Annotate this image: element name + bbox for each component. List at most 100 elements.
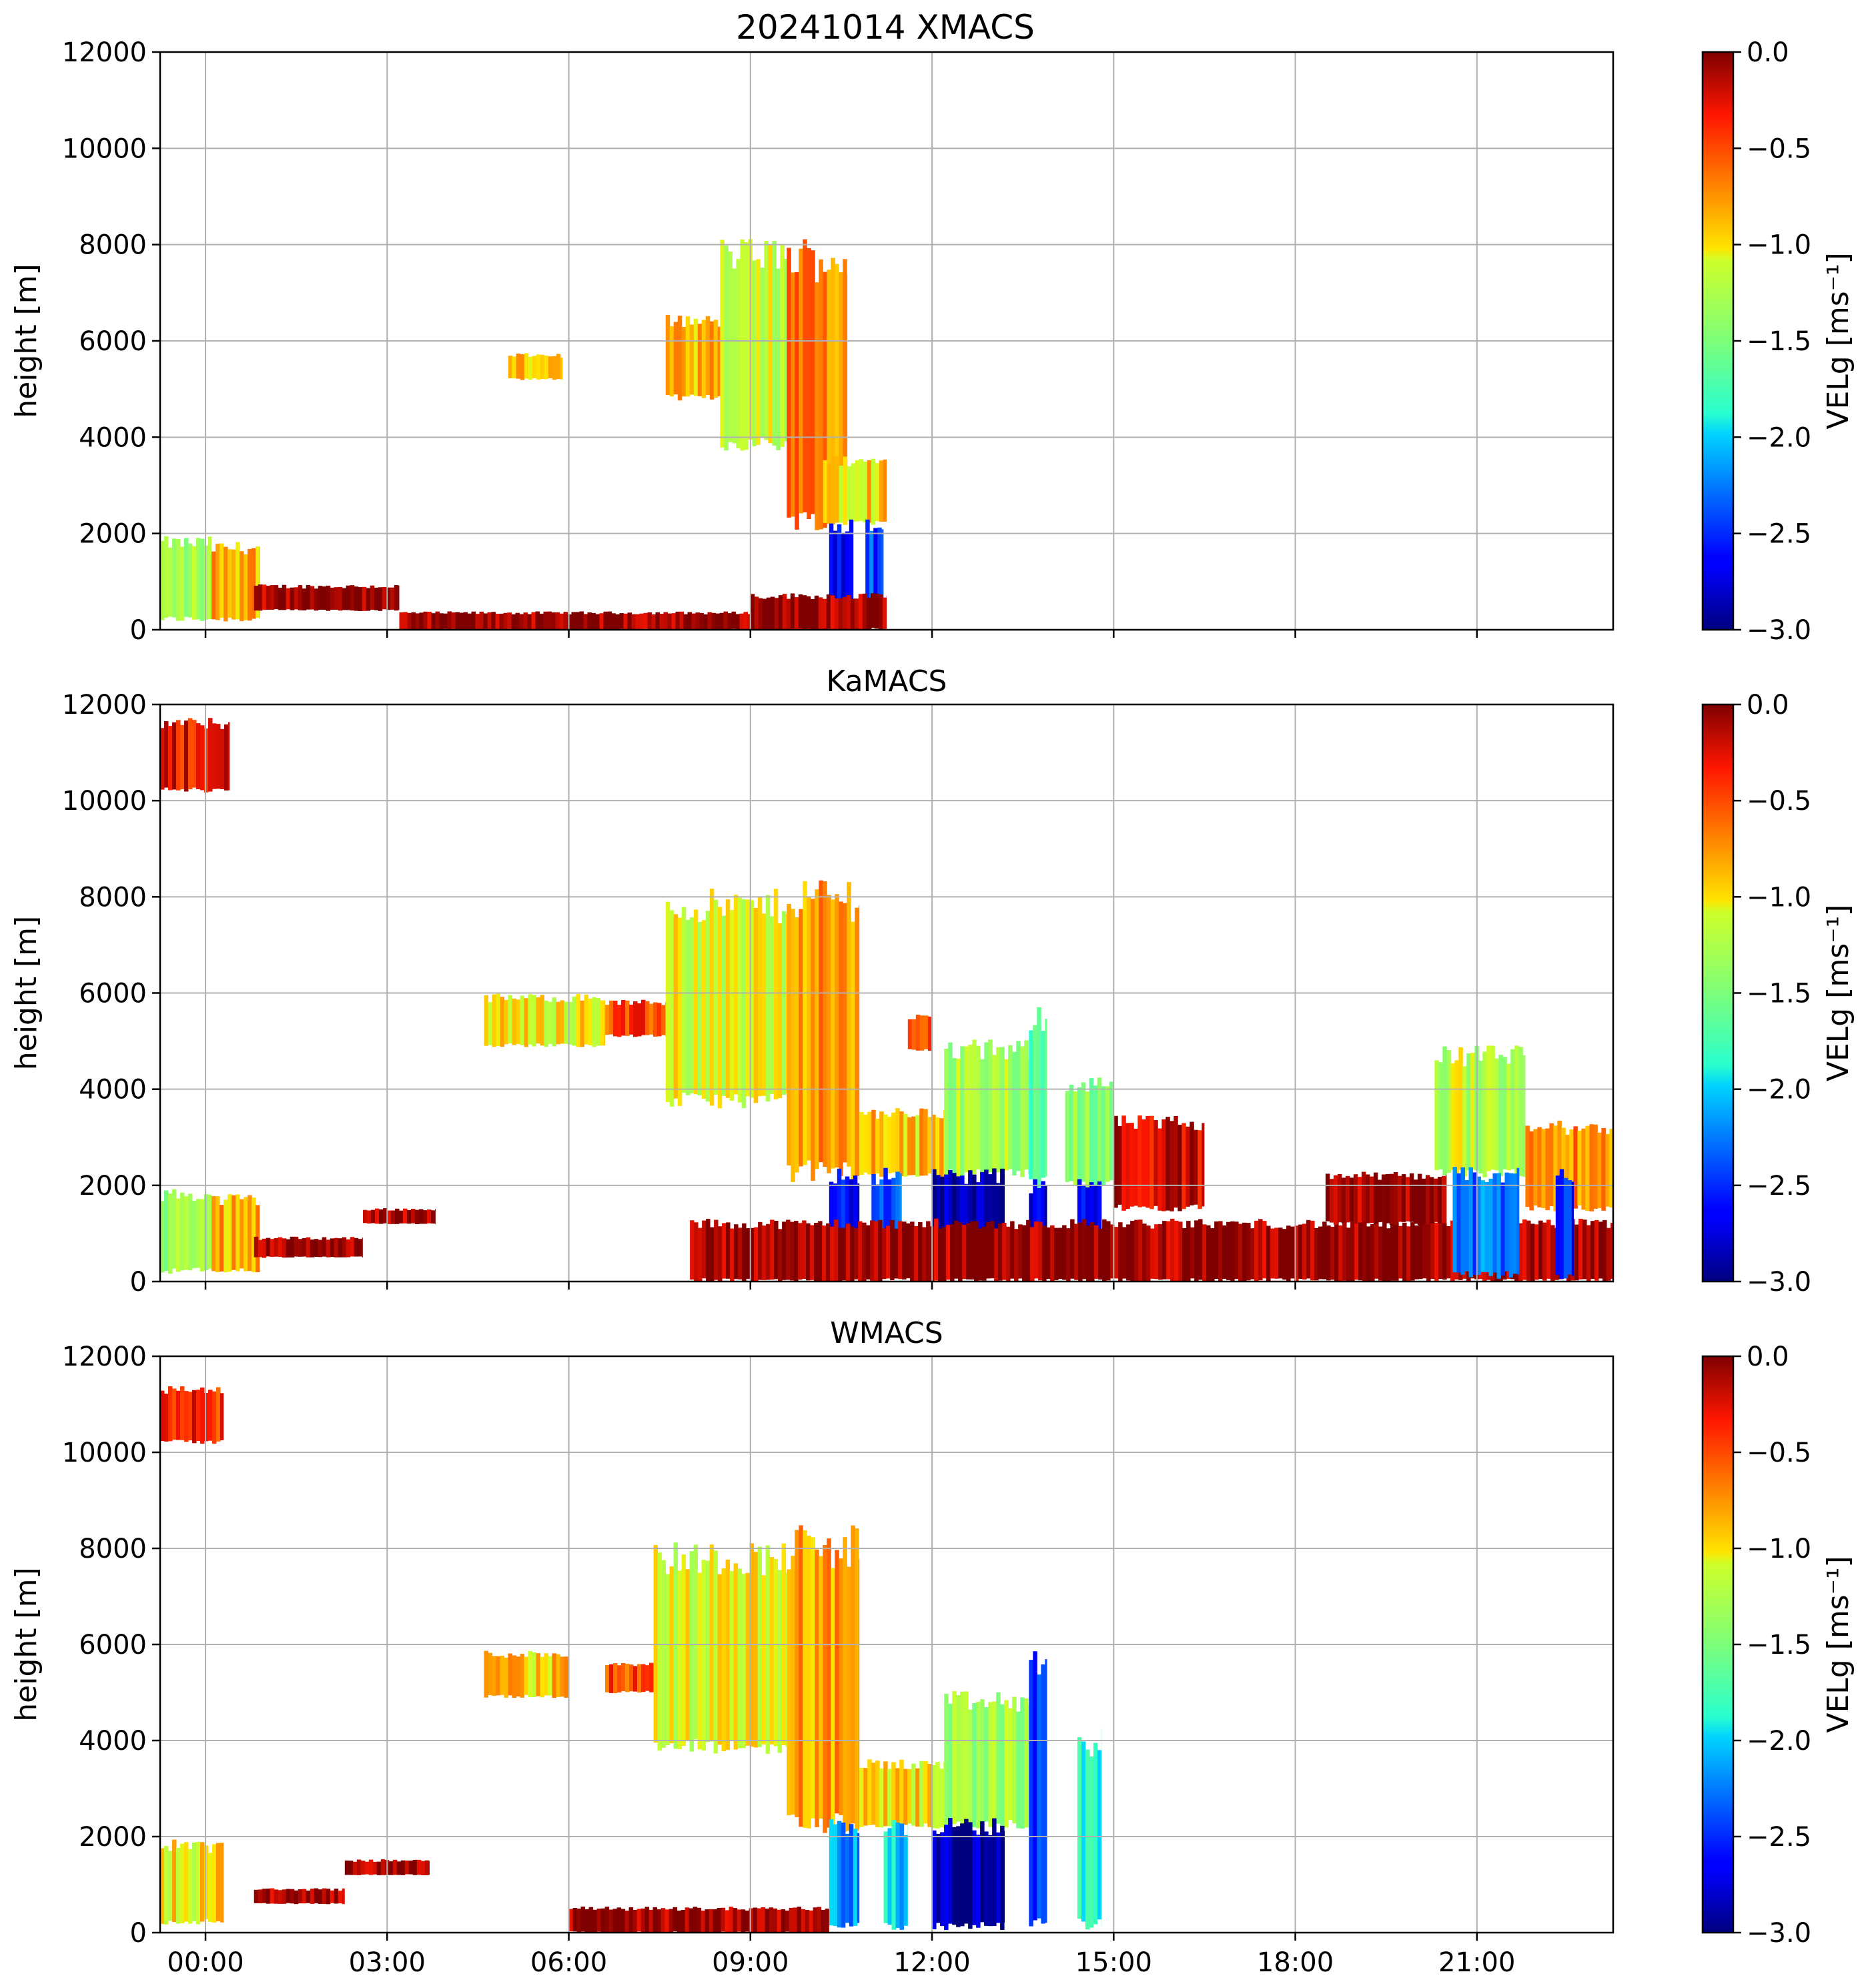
- echo-column: [723, 611, 728, 630]
- echo-column: [274, 1889, 279, 1904]
- y-tick-label: 0: [130, 615, 147, 646]
- echo-column: [168, 726, 173, 791]
- colorbar-tick-label: −2.0: [1747, 422, 1811, 453]
- y-tick-label: 10000: [62, 786, 147, 817]
- echo-column: [899, 1823, 904, 1930]
- echo-column: [992, 1701, 997, 1821]
- echo-region: [865, 519, 884, 627]
- echo-region: [484, 993, 605, 1047]
- echo-column: [713, 899, 719, 1095]
- echo-column: [484, 1650, 488, 1698]
- colorbar-gradient: [1701, 1355, 1735, 1934]
- echo-column: [829, 1819, 834, 1926]
- echo-column: [790, 1221, 795, 1281]
- echo-region: [484, 1650, 569, 1698]
- echo-column: [720, 239, 725, 448]
- echo-column: [1046, 1227, 1051, 1280]
- echo-column: [696, 1907, 702, 1933]
- echo-column: [715, 613, 720, 630]
- echo-column: [1102, 1219, 1107, 1282]
- echo-column: [1174, 1220, 1179, 1282]
- echo-column: [1434, 1222, 1439, 1281]
- echo-column: [240, 1199, 244, 1269]
- echo-column: [1482, 1051, 1487, 1177]
- echo-column: [580, 1906, 586, 1932]
- echo-column: [830, 595, 835, 630]
- echo-column: [827, 464, 832, 524]
- echo-column: [1390, 1220, 1395, 1281]
- echo-column: [488, 1002, 492, 1045]
- echo-column: [298, 1889, 303, 1904]
- y-axis-label: height [m]: [9, 264, 43, 418]
- echo-column: [415, 613, 420, 630]
- echo-column: [911, 1116, 916, 1175]
- echo-column: [1029, 1030, 1033, 1179]
- echo-column: [794, 597, 799, 630]
- echo-column: [635, 614, 640, 630]
- echo-column: [160, 1201, 165, 1273]
- echo-column: [231, 549, 236, 620]
- echo-column: [891, 1820, 896, 1930]
- y-tick-label: 2000: [79, 1171, 147, 1201]
- echo-column: [760, 268, 765, 438]
- echo-column: [851, 1525, 855, 1824]
- colorbar-tick-label: −1.5: [1747, 979, 1811, 1009]
- echo-column: [215, 1196, 220, 1272]
- echo-column: [903, 1769, 908, 1825]
- echo-column: [254, 586, 259, 611]
- echo-column: [1154, 1224, 1159, 1280]
- echo-column: [640, 1908, 646, 1933]
- echo-column: [419, 1209, 424, 1224]
- echo-column: [1382, 1219, 1387, 1282]
- echo-column: [649, 1003, 654, 1035]
- echo-column: [1389, 1173, 1394, 1225]
- echo-column: [721, 915, 727, 1096]
- echo-column: [1533, 1129, 1538, 1205]
- echo-column: [395, 1208, 400, 1224]
- echo-column: [396, 1861, 402, 1875]
- echo-column: [730, 1228, 735, 1282]
- echo-column: [819, 880, 823, 1163]
- echo-column: [322, 1237, 327, 1257]
- echo-column: [799, 1525, 803, 1827]
- echo-region: [160, 718, 230, 793]
- echo-column: [1000, 1704, 1005, 1828]
- echo-column: [322, 1888, 327, 1904]
- echo-column: [761, 1907, 766, 1933]
- echo-column: [1609, 1129, 1613, 1208]
- echo-column: [443, 613, 448, 629]
- echo-column: [1354, 1222, 1359, 1280]
- echo-column: [927, 1016, 933, 1051]
- colorbar-tick-label: 0.0: [1747, 690, 1789, 720]
- echo-column: [878, 594, 883, 630]
- echo-column: [745, 899, 751, 1097]
- echo-column: [524, 1656, 528, 1695]
- echo-column: [512, 998, 516, 1045]
- echo-column: [1545, 1128, 1550, 1211]
- echo-column: [607, 611, 612, 630]
- echo-column: [1194, 1220, 1199, 1282]
- echo-column: [849, 519, 854, 621]
- echo-column: [689, 1551, 694, 1752]
- echo-column: [814, 595, 819, 630]
- echo-column: [633, 1001, 638, 1037]
- echo-column: [1157, 1128, 1162, 1211]
- echo-column: [1085, 1749, 1090, 1930]
- echo-column: [200, 538, 205, 621]
- echo-column: [192, 720, 197, 788]
- echo-column: [1033, 1025, 1037, 1187]
- echo-column: [942, 1227, 947, 1282]
- echo-column: [777, 1909, 782, 1933]
- echo-column: [1129, 1123, 1134, 1207]
- echo-column: [1066, 1228, 1071, 1282]
- echo-column: [636, 1909, 642, 1932]
- echo-column: [1041, 1031, 1045, 1178]
- colorbar-tick-label: −2.5: [1747, 1822, 1811, 1853]
- echo-column: [1045, 1659, 1047, 1923]
- echo-column: [1385, 1173, 1390, 1223]
- echo-column: [507, 612, 512, 629]
- echo-column: [944, 1049, 949, 1179]
- echo-column: [719, 612, 724, 630]
- echo-column: [1070, 1219, 1075, 1279]
- echo-column: [841, 1179, 846, 1274]
